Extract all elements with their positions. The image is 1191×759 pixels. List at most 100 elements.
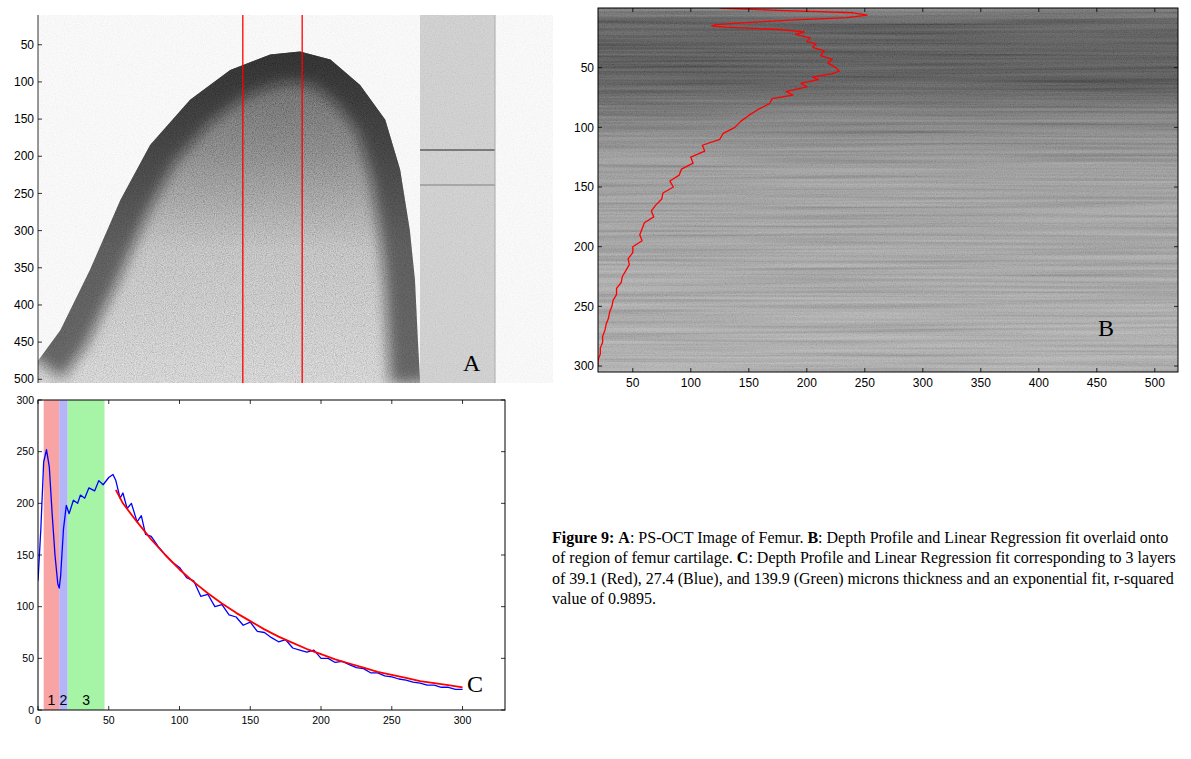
x-tick (179, 400, 180, 404)
caption-text: : PS-OCT Image of Femur. (630, 529, 803, 546)
layer-band (59, 400, 67, 710)
y-tick (38, 230, 42, 231)
y-tick-label: 250 (16, 445, 34, 457)
y-tick (38, 156, 42, 157)
x-tick (391, 706, 392, 710)
y-tick (598, 366, 602, 367)
y-tick (38, 193, 42, 194)
x-tick-label: 300 (454, 714, 472, 726)
x-tick (1096, 8, 1097, 12)
x-tick-label: 150 (242, 714, 260, 726)
y-tick-label: 50 (22, 652, 34, 664)
y-tick-label: 400 (14, 298, 34, 312)
x-tick-label: 250 (855, 376, 875, 390)
x-tick (864, 8, 865, 12)
profile-line (38, 450, 463, 690)
x-tick (250, 400, 251, 404)
y-tick (501, 555, 505, 556)
y-tick (1174, 187, 1178, 188)
caption: Figure 9: A: PS-OCT Image of Femur. B: D… (552, 528, 1177, 610)
y-tick-label: 200 (14, 149, 34, 163)
y-tick-label: 300 (14, 224, 34, 238)
x-tick (922, 8, 923, 12)
x-tick-label: 500 (1145, 376, 1165, 390)
plot-area (38, 15, 553, 383)
y-tick-label: 200 (16, 497, 34, 509)
image-background (38, 15, 553, 383)
y-tick (1174, 127, 1178, 128)
y-tick (38, 658, 42, 659)
x-tick (690, 8, 691, 12)
x-tick (922, 368, 923, 372)
y-tick (501, 400, 505, 401)
y-tick (38, 304, 42, 305)
region-line (242, 15, 243, 383)
y-tick (1174, 366, 1178, 367)
x-tick (108, 400, 109, 404)
inset-edge (495, 15, 496, 383)
x-tick-label: 0 (35, 714, 41, 726)
y-tick (1174, 246, 1178, 247)
background-speckle (38, 15, 553, 383)
x-tick (690, 368, 691, 372)
y-tick-label: 0 (28, 704, 34, 716)
y-tick-label: 200 (574, 240, 594, 254)
x-tick (462, 706, 463, 710)
y-tick (1174, 306, 1178, 307)
y-tick-label: 150 (14, 112, 34, 126)
y-tick (38, 267, 42, 268)
y-tick (501, 658, 505, 659)
x-tick-label: 250 (383, 714, 401, 726)
panel-letter: A (463, 350, 481, 376)
x-tick (321, 706, 322, 710)
x-tick-label: 350 (971, 376, 991, 390)
x-tick-label: 300 (913, 376, 933, 390)
y-tick (598, 187, 602, 188)
x-tick-label: 200 (797, 376, 817, 390)
x-tick (980, 8, 981, 12)
dome-speckle (38, 15, 553, 383)
y-tick-label: 150 (16, 549, 34, 561)
inset-line (420, 184, 495, 186)
y-tick-label: 450 (14, 335, 34, 349)
panel-letter: C (467, 671, 483, 697)
plot-background (38, 400, 505, 710)
x-tick-label: 100 (171, 714, 189, 726)
profile-line (598, 8, 867, 366)
y-tick (38, 606, 42, 607)
y-tick (38, 81, 42, 82)
y-tick-label: 250 (574, 300, 594, 314)
y-tick-label: 500 (14, 372, 34, 386)
y-tick (598, 127, 602, 128)
inset-speckle (420, 15, 495, 383)
plot-area (598, 8, 1178, 372)
x-tick (980, 368, 981, 372)
x-tick (806, 8, 807, 12)
y-tick (501, 710, 505, 711)
y-tick-label: 50 (21, 38, 35, 52)
y-tick (38, 342, 42, 343)
x-tick (1038, 8, 1039, 12)
bscan-speckle (598, 8, 1178, 372)
band-label: 1 (48, 692, 56, 708)
region-line (302, 15, 303, 383)
figure: 50100150200250300350400450500A5010015020… (0, 0, 1191, 759)
x-tick (748, 368, 749, 372)
x-tick (1154, 8, 1155, 12)
plot-area (38, 400, 505, 710)
y-tick-label: 100 (14, 75, 34, 89)
axes-frame (598, 8, 1178, 372)
band-label: 2 (60, 692, 68, 708)
x-tick-label: 400 (1029, 376, 1049, 390)
y-tick-label: 300 (574, 359, 594, 373)
x-tick-label: 50 (103, 714, 115, 726)
x-tick (108, 706, 109, 710)
layer-band (44, 400, 60, 710)
x-tick (250, 706, 251, 710)
x-tick (179, 706, 180, 710)
x-tick (38, 400, 39, 404)
x-tick-label: 50 (626, 376, 640, 390)
dome-texture (38, 15, 553, 383)
bscan-streaks (598, 8, 1178, 372)
y-tick (38, 503, 42, 504)
